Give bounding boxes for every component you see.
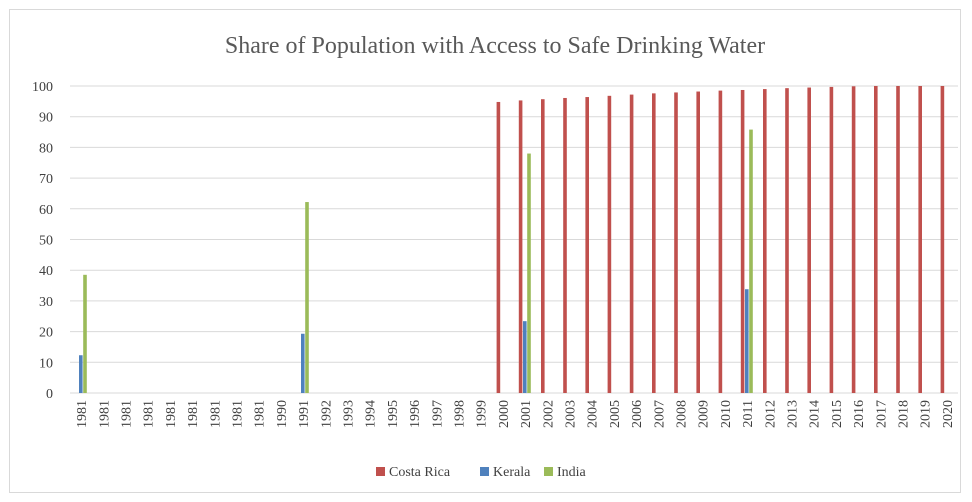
x-tick-label: 2018 [897, 400, 912, 428]
x-tick-label: 1993 [342, 400, 357, 428]
x-tick-label: 1981 [253, 400, 268, 428]
bar-costa-rica [652, 93, 656, 394]
y-tick-label: 100 [32, 80, 53, 95]
x-tick-label: 1990 [275, 400, 290, 428]
legend: Costa Rica Kerala India [376, 465, 587, 480]
legend-label: India [557, 465, 587, 480]
y-tick-label: 0 [46, 387, 53, 402]
bar-costa-rica [740, 89, 745, 394]
bar-costa-rica [763, 89, 767, 393]
x-tick-label: 1994 [364, 400, 379, 428]
bar-costa-rica [874, 86, 878, 393]
bar-costa-rica [896, 86, 900, 393]
x-tick-label: 1981 [231, 400, 246, 428]
y-tick-label: 80 [39, 141, 53, 156]
y-tick-label: 30 [39, 295, 53, 310]
x-tick-label: 2006 [630, 400, 645, 428]
x-tick-label: 2005 [608, 400, 623, 428]
x-tick-label: 1981 [186, 400, 201, 428]
bar-costa-rica [829, 86, 834, 394]
y-tick-label: 60 [39, 203, 53, 218]
x-tick-label: 2001 [519, 400, 534, 428]
legend-label: Costa Rica [389, 465, 451, 480]
legend-swatch [376, 467, 385, 476]
x-tick-label: 2009 [697, 400, 712, 428]
x-tick-label: 2019 [919, 400, 934, 428]
x-tick-label: 2010 [719, 400, 734, 428]
x-tick-label: 2015 [830, 400, 845, 428]
chart-frame [9, 9, 961, 493]
x-tick-label: 1991 [297, 400, 312, 428]
bar-costa-rica [629, 94, 634, 393]
bar-costa-rica [585, 97, 589, 394]
x-tick-label: 2013 [786, 400, 801, 428]
legend-swatch [480, 467, 489, 476]
x-tick-label: 1981 [120, 400, 135, 428]
y-tick-label: 50 [39, 234, 53, 249]
y-tick-label: 70 [39, 172, 53, 187]
x-tick-label: 1981 [97, 400, 112, 428]
chart-title: Share of Population with Access to Safe … [225, 33, 765, 59]
bar-costa-rica [496, 101, 501, 394]
x-tick-label: 1999 [475, 400, 490, 428]
x-tick-label: 2003 [564, 400, 579, 428]
gridlines [70, 85, 958, 394]
x-tick-label: 1981 [164, 400, 179, 428]
x-tick-label: 1981 [208, 400, 223, 428]
bar-india [749, 129, 753, 393]
x-tick-label: 2007 [652, 400, 667, 428]
bar-costa-rica [918, 86, 922, 393]
x-tick-label: 1996 [408, 400, 423, 428]
x-axis-ticks: 1981 1981 1981 1981 1981 1981 1981 1981 1981 1990… [75, 400, 956, 428]
x-tick-label: 2012 [763, 400, 778, 428]
y-tick-label: 40 [39, 264, 53, 279]
x-tick-label: 2004 [586, 400, 601, 428]
bar-costa-rica [785, 88, 789, 394]
bar-kerala [523, 321, 527, 393]
bar-costa-rica [541, 99, 545, 393]
bar-costa-rica [563, 97, 567, 393]
legend-label: Kerala [493, 465, 531, 480]
bar-costa-rica [718, 90, 723, 394]
x-tick-label: 1995 [386, 400, 401, 428]
bar-india [83, 274, 87, 393]
x-tick-label: 2011 [741, 400, 756, 427]
bar-kerala [79, 355, 83, 393]
x-tick-label: 1998 [453, 400, 468, 428]
x-tick-label: 1992 [319, 400, 334, 428]
x-tick-label: 1997 [430, 400, 445, 428]
x-tick-label: 2016 [852, 400, 867, 428]
y-tick-label: 20 [39, 326, 53, 341]
x-tick-label: 1981 [75, 400, 90, 428]
bar-india [305, 202, 309, 393]
bar-costa-rica [807, 87, 811, 393]
y-tick-label: 10 [39, 356, 53, 371]
x-tick-label: 2000 [497, 400, 512, 428]
y-tick-label: 90 [39, 111, 53, 126]
x-tick-label: 1981 [142, 400, 157, 428]
bar-costa-rica [607, 95, 612, 393]
bar-kerala [301, 333, 305, 393]
bar-costa-rica [674, 92, 678, 393]
y-axis-ticks: 0 10 20 30 40 50 60 70 80 90 100 [32, 80, 53, 402]
bar-costa-rica [696, 91, 700, 393]
bar-costa-rica [851, 86, 856, 393]
x-tick-label: 2014 [808, 400, 823, 428]
x-tick-label: 2020 [941, 400, 956, 428]
bar-costa-rica [518, 100, 523, 394]
bar-india [527, 153, 531, 393]
bar-kerala [745, 289, 749, 393]
x-tick-label: 2002 [541, 400, 556, 428]
x-tick-label: 2017 [874, 400, 889, 428]
x-tick-label: 2008 [675, 400, 690, 428]
legend-swatch [544, 467, 553, 476]
bar-costa-rica [940, 86, 945, 393]
bars [79, 86, 945, 394]
